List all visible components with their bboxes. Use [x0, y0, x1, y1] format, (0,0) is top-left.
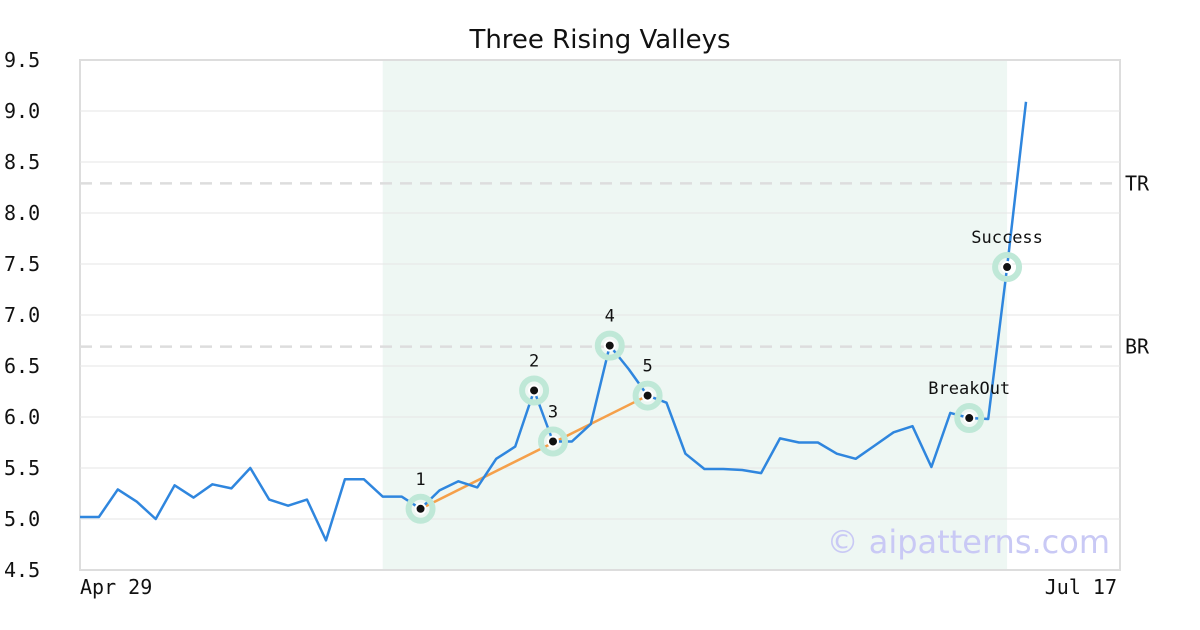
y-tick-label: 8.5: [4, 150, 40, 174]
annotation-ring: [594, 330, 625, 361]
annotation-ring: [954, 403, 985, 434]
annotation-label: Success: [971, 228, 1043, 248]
annotation-dot: [603, 339, 616, 352]
trend-line-layer: [420, 394, 649, 510]
annotation-dot: [414, 502, 427, 515]
chart-title: Three Rising Valleys: [468, 25, 730, 55]
annotation-dot: [1001, 261, 1014, 274]
x-axis-ticks: Apr 29 Jul 17: [80, 575, 1117, 599]
annotation-2: 2: [519, 351, 550, 406]
gridlines: [80, 110, 1120, 520]
annotation-label: 3: [548, 402, 558, 422]
y-tick-label: 5.5: [4, 456, 40, 480]
annotation-ring: [992, 252, 1023, 283]
y-tick-label: 8.0: [4, 201, 40, 225]
y-axis-ticks: 4.5 5.0 5.5 6.0 6.5 7.0 7.5 8.0 8.5 9.0 9.5: [4, 48, 40, 582]
annotation-ring: [519, 375, 550, 406]
annotation-dot: [528, 384, 541, 397]
reference-label-br: BR: [1125, 335, 1150, 359]
annotation-label: BreakOut: [928, 379, 1010, 399]
annotation-breakout: BreakOut: [928, 379, 1010, 434]
annotation-1: 1: [405, 470, 436, 524]
y-tick-label: 7.0: [4, 303, 40, 327]
y-tick-label: 5.0: [4, 507, 40, 531]
y-tick-label: 4.5: [4, 558, 40, 582]
annotation-dot: [963, 412, 976, 425]
y-tick-label: 9.5: [4, 48, 40, 72]
annotation-success: Success: [971, 228, 1043, 283]
watermark: © aipatterns.com: [827, 523, 1110, 561]
annotation-5: 5: [632, 357, 663, 411]
annotation-dot: [547, 435, 559, 448]
annotations-layer: 1 2 3 4 5 BreakOut Success: [405, 228, 1043, 524]
y-tick-label: 6.5: [4, 354, 40, 378]
annotation-dot: [641, 389, 654, 402]
annotation-4: 4: [594, 307, 625, 361]
annotation-label: 4: [605, 307, 615, 327]
x-tick-label-start: Apr 29: [80, 575, 152, 599]
annotation-ring: [538, 426, 568, 457]
reference-label-tr: TR: [1125, 171, 1150, 195]
y-tick-label: 6.0: [4, 405, 40, 429]
x-tick-label-end: Jul 17: [1045, 575, 1117, 599]
watermark-layer: © aipatterns.com: [827, 523, 1110, 561]
annotation-ring: [405, 493, 436, 524]
annotation-3: 3: [538, 402, 568, 457]
annotation-label: 1: [415, 470, 425, 490]
y-tick-label: 7.5: [4, 252, 40, 276]
annotation-ring: [632, 380, 663, 411]
y-tick-label: 9.0: [4, 99, 40, 123]
annotation-label: 5: [642, 357, 652, 377]
annotation-label: 2: [529, 351, 539, 371]
trend-line: [420, 394, 649, 510]
